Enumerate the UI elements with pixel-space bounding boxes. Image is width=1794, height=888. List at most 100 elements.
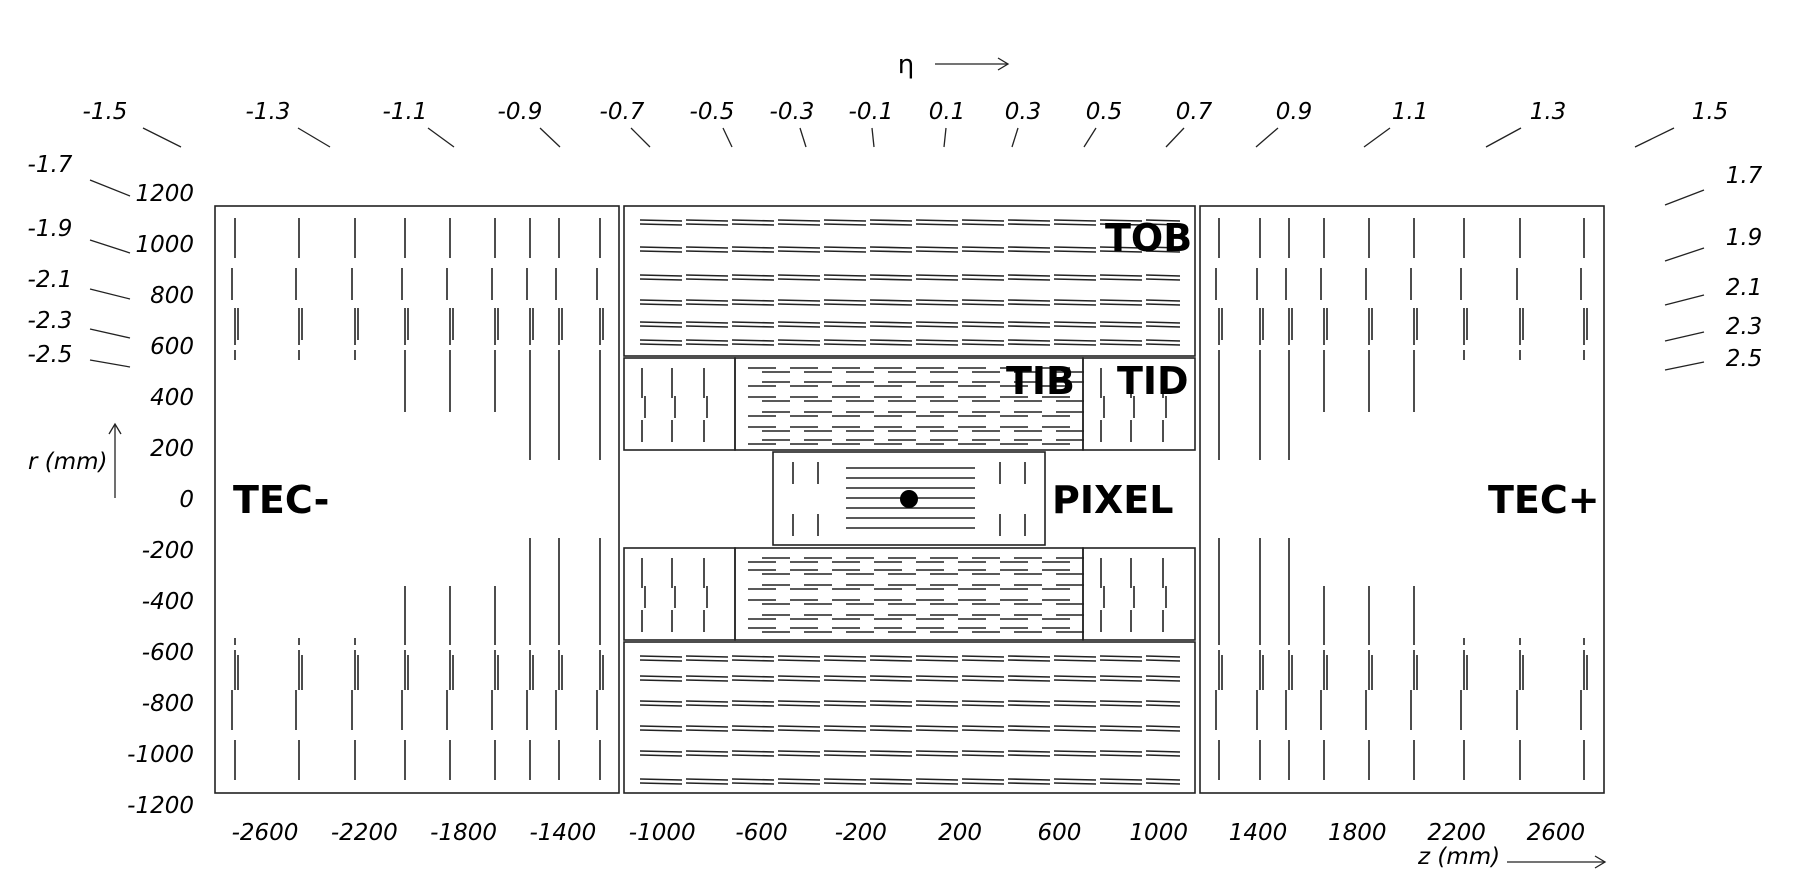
tob-module	[685, 754, 729, 757]
tob-module	[869, 725, 913, 728]
tob-module	[731, 299, 775, 302]
tob-module	[915, 704, 959, 707]
tob-module	[823, 303, 867, 306]
tob-module	[961, 750, 1005, 753]
tob-module	[1099, 321, 1143, 324]
tob-module	[1053, 729, 1097, 732]
tob-module	[1099, 729, 1143, 732]
tob-module	[639, 704, 683, 707]
eta-label: 0.9	[1276, 99, 1313, 125]
tob-module	[1145, 782, 1181, 785]
tob-module	[869, 700, 913, 703]
tob-module	[1053, 299, 1097, 302]
tob-module	[1007, 321, 1051, 324]
z-tick-label: 1000	[1129, 820, 1188, 846]
z-tick-label: 2200	[1427, 820, 1486, 846]
tob-module	[1053, 659, 1097, 662]
tob-module	[961, 704, 1005, 707]
tob-module	[1099, 303, 1143, 306]
tob-module	[685, 343, 729, 346]
tob-module	[915, 655, 959, 658]
tob-module	[1145, 750, 1181, 753]
tob-module	[685, 325, 729, 328]
tob-module	[731, 750, 775, 753]
tob-upper-box	[623, 205, 1196, 357]
tob-module	[777, 729, 821, 732]
tob-module	[915, 219, 959, 222]
tob-module	[777, 321, 821, 324]
z-tick-label: -1800	[430, 820, 497, 846]
tob-module	[1099, 274, 1143, 277]
tob-module	[915, 343, 959, 346]
tob-module	[823, 675, 867, 678]
eta-line	[722, 127, 733, 148]
tob-module	[1099, 754, 1143, 757]
tob-module	[777, 219, 821, 222]
tob-module	[961, 274, 1005, 277]
tob-module	[1145, 725, 1181, 728]
tec-plus-box	[1199, 205, 1605, 794]
tob-module	[915, 299, 959, 302]
tob-module	[639, 303, 683, 306]
tob-module	[823, 278, 867, 281]
tob-module	[869, 303, 913, 306]
r-axis-title: r (mm)	[28, 449, 108, 475]
tob-module	[823, 778, 867, 781]
tob-module	[685, 303, 729, 306]
tob-module	[685, 274, 729, 277]
z-tick-label: -600	[735, 820, 787, 846]
tob-module	[685, 339, 729, 342]
tob-module	[1145, 321, 1181, 324]
tob-module	[869, 704, 913, 707]
eta-label: 1.3	[1530, 99, 1567, 125]
tob-module	[869, 219, 913, 222]
tob-module	[1053, 725, 1097, 728]
r-tick-label: 1200	[135, 181, 194, 207]
pixel-label: PIXEL	[1052, 478, 1173, 522]
tob-module	[777, 782, 821, 785]
tob-module	[961, 325, 1005, 328]
r-tick-label: -1000	[127, 742, 194, 768]
tob-module	[823, 299, 867, 302]
tob-module	[961, 303, 1005, 306]
tob-module	[1053, 325, 1097, 328]
eta-arrow	[935, 57, 1010, 71]
tob-module	[823, 246, 867, 249]
tob-module	[639, 278, 683, 281]
tob-module	[915, 321, 959, 324]
tob-module	[1145, 700, 1181, 703]
tob-module	[823, 219, 867, 222]
tob-module	[731, 729, 775, 732]
tid-right-lower-box	[1082, 547, 1196, 641]
tob-module	[1007, 778, 1051, 781]
eta-label: -0.1	[849, 99, 894, 125]
tob-module	[1145, 303, 1181, 306]
tob-module	[869, 659, 913, 662]
tob-module	[1099, 299, 1143, 302]
tob-module	[777, 754, 821, 757]
tob-module	[1099, 725, 1143, 728]
pixel-box	[772, 451, 1046, 546]
tob-module	[823, 750, 867, 753]
tob-module	[1145, 343, 1181, 346]
tob-module	[1099, 250, 1143, 253]
eta-label: -1.7	[28, 152, 73, 178]
tob-module	[961, 278, 1005, 281]
z-tick-label: -2200	[331, 820, 398, 846]
eta-label: 1.7	[1726, 163, 1763, 189]
tob-module	[777, 675, 821, 678]
tob-module	[1145, 339, 1181, 342]
tid-right-upper-box	[1082, 357, 1196, 451]
tob-module	[1099, 325, 1143, 328]
tob-module	[869, 778, 913, 781]
r-tick-label: 0	[179, 487, 194, 513]
tob-module	[1053, 343, 1097, 346]
tob-module	[731, 274, 775, 277]
tob-module	[1099, 679, 1143, 682]
tob-module	[1053, 274, 1097, 277]
z-tick-label: -200	[835, 820, 887, 846]
tob-module	[961, 655, 1005, 658]
tob-module	[731, 659, 775, 662]
tob-module	[823, 704, 867, 707]
tob-module	[685, 659, 729, 662]
